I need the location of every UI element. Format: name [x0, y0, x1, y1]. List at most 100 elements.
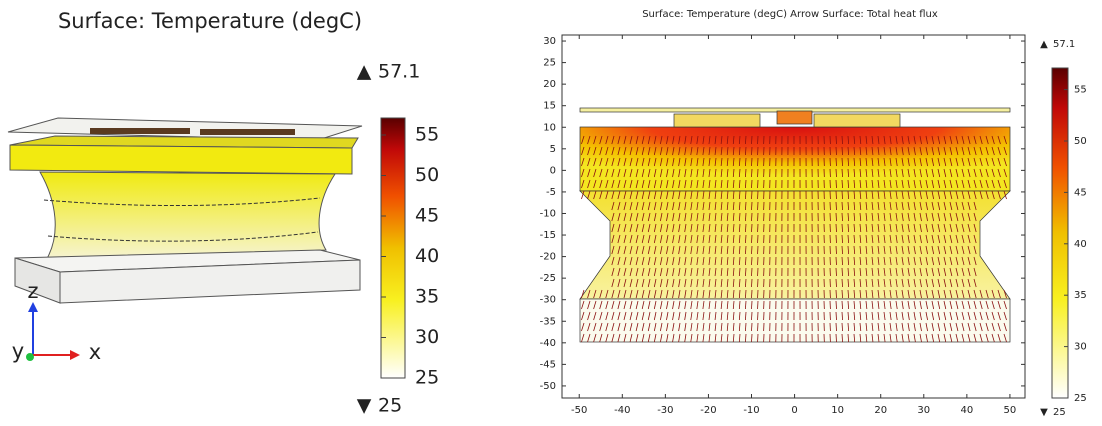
flux-arrow	[708, 157, 711, 167]
flux-arrow	[949, 201, 953, 211]
flux-arrow	[865, 245, 868, 255]
flux-arrow	[581, 157, 585, 167]
flux-arrow	[647, 179, 651, 189]
flux-arrow	[617, 278, 621, 288]
flux-arrow	[937, 322, 941, 332]
flux-arrow	[853, 179, 856, 189]
flux-arrow	[979, 190, 983, 200]
flux-arrow	[599, 168, 603, 178]
right-title: Surface: Temperature (degC) Arrow Surfac…	[642, 9, 938, 20]
flux-arrow	[871, 223, 874, 233]
flux-arrow	[702, 201, 705, 211]
flux-arrow	[726, 289, 729, 299]
flux-arrow	[907, 168, 910, 178]
flux-arrow	[696, 245, 699, 255]
flux-arrow	[623, 168, 627, 178]
flux-arrow	[901, 179, 904, 189]
flux-arrow	[611, 223, 615, 233]
flux-arrow	[961, 322, 965, 332]
flux-arrow	[877, 135, 880, 145]
flux-arrow	[991, 135, 995, 145]
flux-arrow	[745, 223, 747, 233]
flux-arrow	[720, 311, 723, 321]
flux-arrow	[732, 267, 735, 277]
flux-arrow	[913, 256, 916, 266]
flux-arrow	[720, 322, 723, 332]
flux-arrow	[678, 212, 681, 222]
flux-arrow	[901, 245, 904, 255]
flux-arrow	[617, 157, 621, 167]
flux-arrow	[623, 267, 627, 277]
flux-arrow	[696, 179, 699, 189]
flux-arrow	[889, 157, 892, 167]
axis-label: z	[27, 279, 38, 303]
flux-arrow	[672, 267, 675, 277]
flux-arrow	[919, 146, 922, 156]
y-tick-label: 25	[543, 58, 556, 69]
colorbar-tick-label: 30	[1074, 342, 1087, 353]
flux-arrow	[732, 311, 735, 321]
flux-arrow	[865, 311, 868, 321]
flux-arrow	[883, 256, 886, 266]
flux-arrow	[702, 245, 705, 255]
min-label: 25	[378, 395, 402, 417]
flux-arrow	[877, 157, 880, 167]
colorbar-tick-label: 25	[415, 367, 439, 389]
flux-arrow	[859, 190, 862, 200]
flux-arrow	[967, 278, 971, 288]
flux-arrow	[738, 212, 741, 222]
flux-arrow	[623, 256, 627, 266]
flux-arrow	[714, 333, 717, 343]
flux-arrow	[708, 201, 711, 211]
flux-arrow	[937, 278, 941, 288]
flux-arrow	[841, 333, 843, 343]
flux-arrow	[617, 135, 621, 145]
flux-arrow	[931, 157, 935, 167]
flux-arrow	[690, 245, 693, 255]
flux-arrow	[690, 300, 693, 310]
flux-arrow	[732, 135, 735, 145]
flux-arrow	[629, 267, 633, 277]
flux-arrow	[720, 179, 723, 189]
flux-arrow	[635, 267, 639, 277]
flux-arrow	[635, 245, 639, 255]
flux-arrow	[599, 157, 603, 167]
flux-arrow	[708, 267, 711, 277]
flux-arrow	[641, 168, 645, 178]
flux-arrow	[961, 146, 965, 156]
min-label: 25	[1053, 407, 1066, 418]
body	[39, 171, 336, 263]
flux-arrow	[907, 190, 910, 200]
flux-arrow	[635, 168, 639, 178]
flux-arrow	[617, 201, 621, 211]
flux-arrow	[611, 157, 615, 167]
flux-arrow	[943, 190, 947, 200]
flux-arrow	[702, 300, 705, 310]
y-tick-label: -25	[540, 273, 556, 284]
flux-arrow	[738, 311, 741, 321]
flux-arrow	[587, 190, 591, 200]
flux-arrow	[672, 179, 675, 189]
flux-arrow	[708, 300, 711, 310]
flux-arrow	[961, 190, 965, 200]
flux-arrow	[913, 267, 916, 277]
flux-arrow	[949, 256, 953, 266]
flux-arrow	[678, 201, 681, 211]
flux-arrow	[925, 157, 928, 167]
flux-arrow	[623, 234, 627, 244]
flux-arrow	[745, 146, 747, 156]
flux-arrow	[581, 322, 585, 332]
flux-arrow	[647, 267, 651, 277]
flux-arrow	[660, 234, 663, 244]
flux-arrow	[690, 157, 693, 167]
flux-arrow	[641, 289, 645, 299]
flux-arrow	[690, 179, 693, 189]
flux-arrow	[847, 135, 850, 145]
flux-arrow	[599, 146, 603, 156]
flux-arrow	[913, 223, 916, 233]
flux-arrow	[955, 289, 959, 299]
flux-arrow	[991, 190, 995, 200]
colorbar	[380, 117, 406, 379]
flux-arrow	[859, 278, 862, 288]
flux-arrow	[847, 289, 850, 299]
